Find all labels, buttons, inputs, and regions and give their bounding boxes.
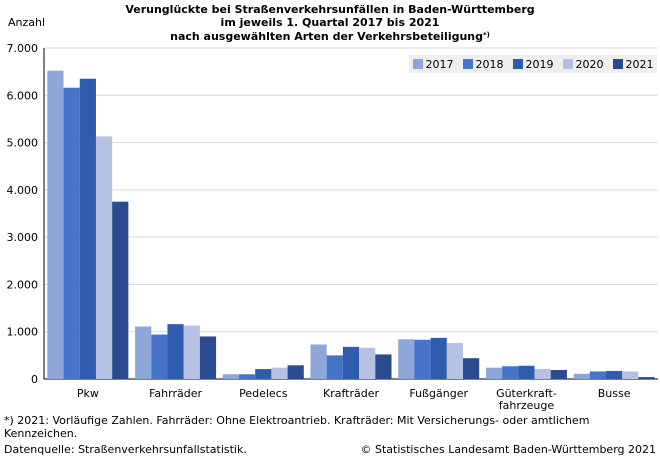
legend-item: 2017 xyxy=(412,57,454,71)
footnote: *) 2021: Vorläufige Zahlen. Fahrräder: O… xyxy=(4,414,590,440)
bar-2020 xyxy=(534,369,551,379)
bar-2019 xyxy=(606,370,623,379)
bar-2021 xyxy=(112,201,129,379)
bar-2019 xyxy=(79,78,96,379)
legend-swatch xyxy=(612,59,623,69)
bar-2019 xyxy=(518,365,535,379)
bar-2018 xyxy=(151,334,168,379)
bar-2021 xyxy=(287,365,304,379)
bar-2017 xyxy=(222,374,239,379)
bar-2017 xyxy=(573,373,590,379)
chart-title: Verunglückte bei Straßenverkehrsunfällen… xyxy=(0,3,660,43)
x-tick-label: fahrzeuge xyxy=(499,399,555,412)
x-tick-label: Busse xyxy=(598,387,631,400)
legend-item: 2018 xyxy=(462,57,504,71)
bar-2017 xyxy=(310,344,327,379)
bar-2018 xyxy=(326,355,343,379)
legend-label: 2020 xyxy=(575,57,604,71)
chart-title-line: im jeweils 1. Quartal 2017 bis 2021 xyxy=(220,16,440,29)
bar-2020 xyxy=(446,343,464,379)
chart-title-line: Verunglückte bei Straßenverkehrsunfällen… xyxy=(125,3,535,16)
bar-2021 xyxy=(375,354,392,379)
legend-swatch xyxy=(412,59,423,69)
bar-2017 xyxy=(47,70,64,379)
bar-2019 xyxy=(167,324,184,379)
y-tick-label: 7.000 xyxy=(7,42,39,55)
x-tick-label: Fußgänger xyxy=(409,387,468,400)
bar-2020 xyxy=(183,325,200,379)
chart-title-line-text: nach ausgewählten Arten der Verkehrsbete… xyxy=(170,30,484,43)
legend-label: 2021 xyxy=(625,57,654,71)
x-tick-label: Fahrräder xyxy=(149,387,202,400)
bar-2020 xyxy=(359,347,376,379)
x-tick-label: Pedelecs xyxy=(239,387,288,400)
title-footnote-marker: *) xyxy=(483,31,490,39)
legend-item: 2019 xyxy=(512,57,554,71)
y-tick-label: 0 xyxy=(31,373,38,386)
bar-2020 xyxy=(271,367,288,379)
legend: 2017 2018 2019 2020 2021 xyxy=(409,55,657,73)
legend-label: 2019 xyxy=(525,57,554,71)
legend-item: 2021 xyxy=(612,57,654,71)
bar-2021 xyxy=(199,336,217,379)
bar-2020 xyxy=(95,136,113,379)
y-axis-label: Anzahl xyxy=(8,16,46,29)
bar-2018 xyxy=(502,366,519,379)
bar-2018 xyxy=(63,87,80,379)
bar-2017 xyxy=(135,326,152,379)
y-tick-label: 4.000 xyxy=(7,184,39,197)
x-tick-label: Krafträder xyxy=(323,387,379,400)
legend-item: 2020 xyxy=(562,57,604,71)
bar-2018 xyxy=(414,339,431,379)
legend-swatch xyxy=(512,59,523,69)
bar-2017 xyxy=(398,339,415,379)
legend-label: 2017 xyxy=(425,57,454,71)
copyright: © Statistisches Landesamt Baden-Württemb… xyxy=(360,443,656,456)
y-tick-label: 5.000 xyxy=(7,137,39,150)
bar-2018 xyxy=(589,371,607,379)
bar-2021 xyxy=(463,358,480,379)
bar-2020 xyxy=(622,371,639,379)
data-source: Datenquelle: Straßenverkehrsunfallstatis… xyxy=(4,443,247,456)
y-tick-label: 3.000 xyxy=(7,231,39,244)
x-tick-label: Güterkraft- xyxy=(496,387,557,400)
y-tick-label: 6.000 xyxy=(7,89,39,102)
bar-2019 xyxy=(255,369,272,379)
bar-2019 xyxy=(430,337,447,379)
bar-2018 xyxy=(238,374,256,379)
y-tick-label: 1.000 xyxy=(7,326,39,339)
legend-swatch xyxy=(462,59,473,69)
y-tick-label: 2.000 xyxy=(7,278,39,291)
legend-label: 2018 xyxy=(475,57,504,71)
bar-2021 xyxy=(638,377,655,379)
bar-2021 xyxy=(550,370,567,379)
legend-swatch xyxy=(562,59,573,69)
chart-title-line: nach ausgewählten Arten der Verkehrsbete… xyxy=(0,29,660,43)
plot-area xyxy=(44,48,658,379)
x-tick-label: Pkw xyxy=(77,387,99,400)
bar-2019 xyxy=(342,346,360,379)
bar-2017 xyxy=(485,367,503,379)
